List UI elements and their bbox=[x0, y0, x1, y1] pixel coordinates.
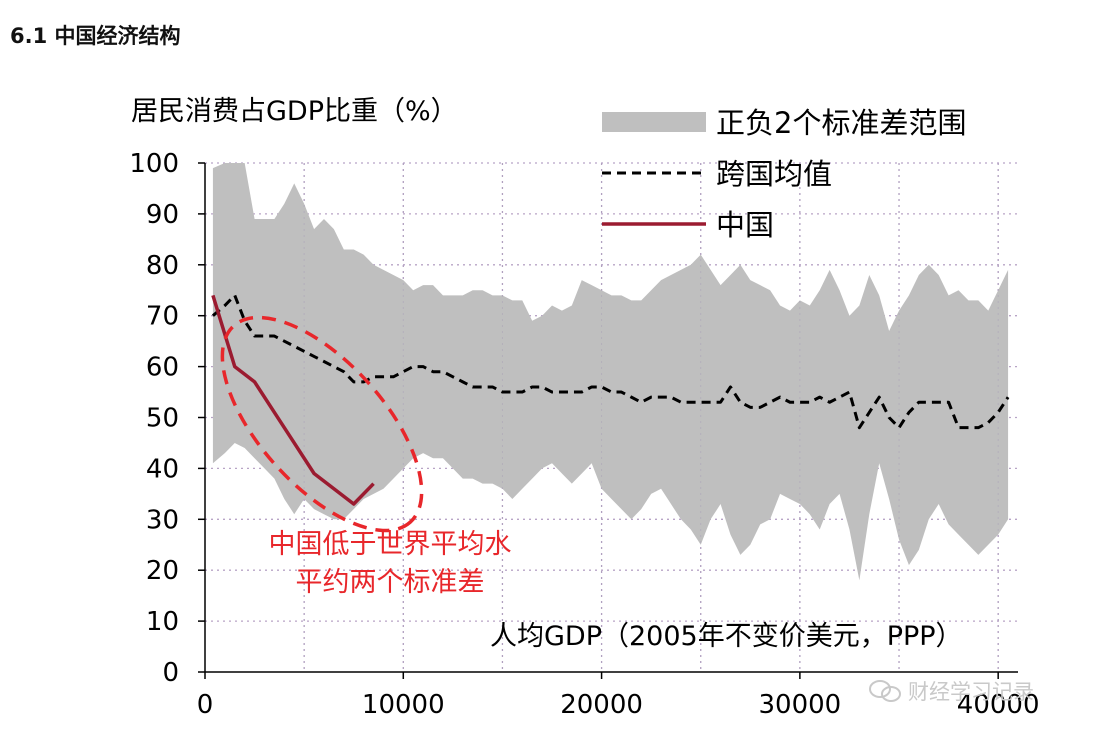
axes: 0 10 20 30 40 50 60 70 80 90 100 0 10000 20000 30000 40… bbox=[129, 149, 1039, 720]
watermark-text: 财经学习记录 bbox=[908, 680, 1034, 704]
x-tick-label: 40000 bbox=[957, 690, 1040, 720]
y-tick-label: 20 bbox=[146, 556, 179, 586]
annotation-ellipse bbox=[220, 315, 424, 533]
legend-label: 正负2个标准差范围 bbox=[716, 106, 966, 140]
legend-label: 中国 bbox=[716, 208, 774, 242]
y-tick-label: 0 bbox=[162, 658, 179, 688]
y-tick-label: 70 bbox=[146, 302, 179, 332]
axis-labels: 居民消费占GDP比重（%） 人均GDP（2005年不变价美元，PPP） bbox=[131, 96, 963, 652]
section-heading: 6.1 中国经济结构 bbox=[10, 24, 181, 48]
x-tick-label: 0 bbox=[197, 690, 214, 720]
y-tick-label: 50 bbox=[146, 404, 179, 434]
series-line-cross-country-mean bbox=[211, 293, 1010, 430]
x-tick-label: 20000 bbox=[560, 690, 643, 720]
y-tick-label: 10 bbox=[146, 607, 179, 637]
series-lines bbox=[211, 293, 1010, 506]
y-tick-label: 80 bbox=[146, 251, 179, 281]
annotation-text-line: 平约两个标准差 bbox=[296, 567, 485, 598]
y-tick-label: 40 bbox=[146, 454, 179, 484]
y-tick-label: 100 bbox=[129, 149, 179, 179]
y-tick-label: 60 bbox=[146, 353, 179, 383]
band-area bbox=[212, 163, 1009, 581]
x-axis-title: 人均GDP（2005年不变价美元，PPP） bbox=[490, 621, 963, 652]
watermark: 财经学习记录 bbox=[868, 676, 1034, 706]
series-line-china bbox=[211, 294, 375, 506]
y-tick-label: 90 bbox=[146, 200, 179, 230]
legend-label: 跨国均值 bbox=[716, 157, 832, 191]
legend-swatch-band bbox=[602, 112, 706, 132]
x-tick-label: 10000 bbox=[362, 690, 445, 720]
grid-lines-over-band bbox=[303, 163, 999, 672]
wechat-icon bbox=[869, 680, 901, 702]
annotation-text-line: 中国低于世界平均水 bbox=[269, 529, 512, 560]
std-band bbox=[212, 163, 1009, 581]
y-tick-label: 30 bbox=[146, 505, 179, 535]
x-tick-label: 30000 bbox=[759, 690, 842, 720]
y-axis-title: 居民消费占GDP比重（%） bbox=[131, 96, 458, 127]
